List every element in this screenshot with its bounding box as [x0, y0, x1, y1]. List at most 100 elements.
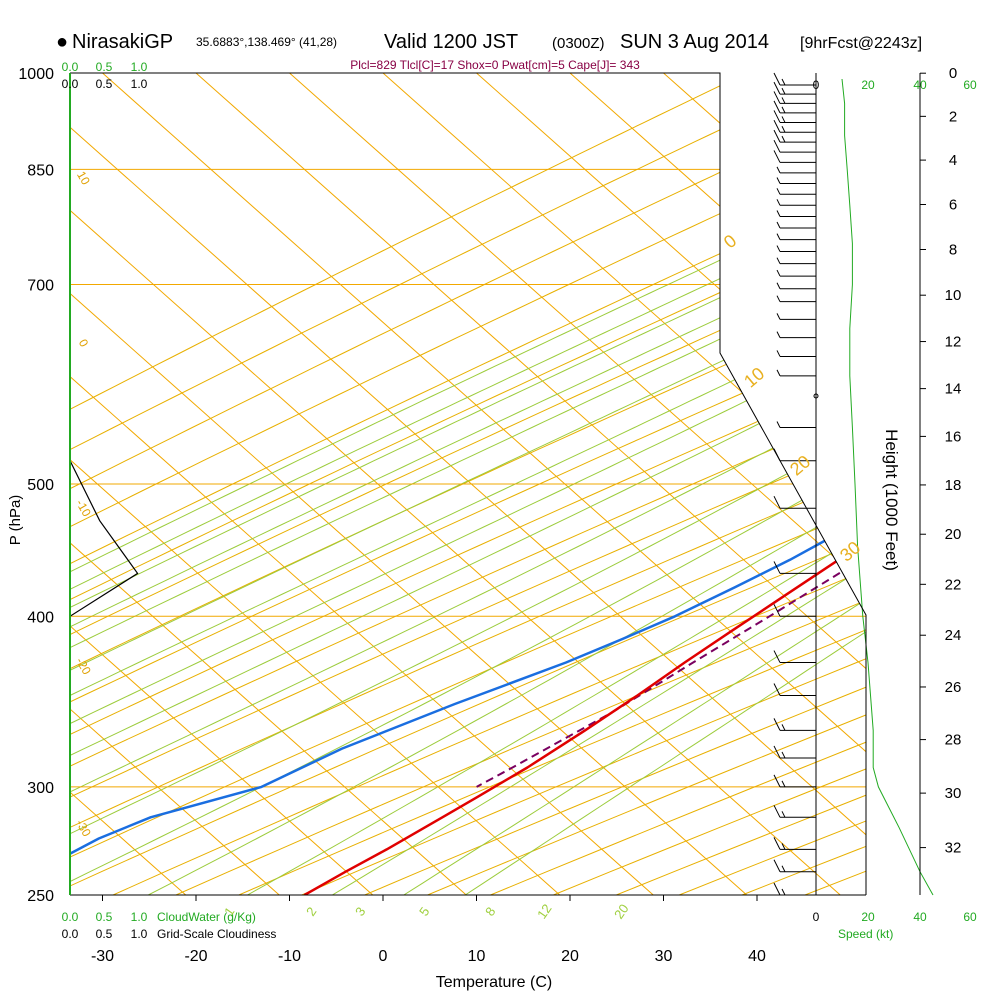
x-tick-label: 0	[379, 948, 388, 965]
mixing-ratio-line	[996, 73, 1000, 376]
speed-label: Speed (kt)	[838, 927, 893, 941]
cloudiness-scale-top-label: 1.0	[131, 77, 148, 91]
wind-barb	[774, 651, 816, 663]
x-tick-label: -20	[184, 948, 207, 965]
pressure-tick-label: 700	[27, 277, 54, 294]
wind-barb	[777, 211, 816, 217]
x-tick-label: 30	[655, 948, 673, 965]
wind-barb	[777, 270, 816, 276]
wind-barb	[777, 199, 816, 205]
wind-barb	[774, 496, 816, 508]
cloudwater-label: CloudWater (g/Kg)	[157, 910, 256, 924]
speed-tick-bottom: 0	[813, 910, 820, 924]
cloudiness-scale-top-label: 0.5	[96, 77, 113, 91]
wind-barb	[774, 860, 816, 872]
height-tick-label: 8	[949, 242, 957, 259]
height-tick-label: 12	[945, 334, 962, 351]
height-tick-label: 20	[945, 526, 962, 543]
cloudwater-scale-bottom-label: 1.0	[131, 910, 148, 924]
mixing-ratio-label: 2	[303, 904, 319, 919]
wind-barb	[774, 746, 816, 758]
wind-barb	[774, 73, 816, 85]
mixing-ratio-label: 3	[352, 904, 368, 919]
station-name: NirasakiGP	[72, 31, 173, 53]
height-tick-label: 10	[945, 287, 962, 304]
speed-tick-top: 60	[963, 78, 977, 92]
cloudiness-scale-top-label: 0.0	[62, 77, 79, 91]
wind-barb	[777, 332, 816, 338]
dry-adiabat	[931, 73, 1000, 895]
speed-tick-bottom: 20	[861, 910, 875, 924]
height-tick-label: 26	[945, 679, 962, 696]
moist-adiabat-label: 10	[74, 169, 93, 188]
height-tick-label: 22	[945, 576, 962, 593]
wind-barb	[774, 82, 816, 94]
moist-adiabat	[0, 73, 1000, 883]
speed-tick-bottom: 60	[963, 910, 977, 924]
isotherm-line	[851, 73, 1000, 895]
dry-adiabat-label: 30	[836, 537, 864, 565]
mixing-ratio-label: 12	[534, 901, 555, 921]
wind-barb	[777, 370, 816, 376]
height-tick-label: 30	[945, 785, 962, 802]
indices-line: Plcl=829 Tlcl[C]=17 Shox=0 Pwat[cm]=5 Ca…	[350, 58, 640, 72]
cloudiness-scale-bottom-label: 0.5	[96, 927, 113, 941]
height-tick-label: 14	[945, 381, 962, 398]
x-tick-label: 40	[748, 948, 766, 965]
profile-lines	[5, 69, 1000, 896]
mixing-ratio-line	[874, 73, 1000, 376]
speed-tick-bottom: 40	[913, 910, 927, 924]
cloudiness-label: Grid-Scale Cloudiness	[157, 927, 276, 941]
dry-adiabat-label: 10	[740, 363, 768, 391]
parcel-profile-line	[477, 184, 1000, 787]
dry-adiabat-label: 20	[786, 451, 814, 479]
speed-tick-top: 0	[813, 78, 820, 92]
wind-barb	[777, 246, 816, 252]
background-grid	[0, 73, 1000, 895]
pressure-tick-label: 850	[27, 162, 54, 179]
dry-adiabat	[805, 73, 1000, 895]
cloudiness-scale-bottom-label: 0.0	[62, 927, 79, 941]
wind-barb	[774, 718, 816, 730]
wind-barb	[777, 421, 816, 427]
pressure-tick-label: 1000	[18, 66, 54, 83]
wind-barb	[777, 222, 816, 228]
height-tick-label: 6	[949, 196, 957, 213]
height-axis-title: Height (1000 Feet)	[882, 429, 901, 571]
wind-barb	[777, 258, 816, 264]
height-tick-label: 24	[945, 627, 962, 644]
cloudwater-scale-top-label: 1.0	[131, 60, 148, 74]
wind-barb	[777, 234, 816, 240]
height-tick-label: 16	[945, 428, 962, 445]
mixing-ratio-line	[936, 73, 1000, 376]
wind-barb	[777, 177, 816, 183]
wind-barb	[774, 110, 816, 122]
valid-date: SUN 3 Aug 2014	[620, 31, 769, 53]
speed-tick-top: 20	[861, 78, 875, 92]
height-tick-label: 2	[949, 108, 957, 125]
height-tick-label: 4	[949, 152, 957, 169]
height-tick-label: 28	[945, 732, 962, 749]
wind-barb	[777, 313, 816, 319]
pressure-tick-label: 300	[27, 780, 54, 797]
wind-barb	[777, 283, 816, 289]
wind-barb	[777, 350, 816, 356]
cloudwater-scale-top-label: 0.5	[96, 60, 113, 74]
dry-adiabat	[994, 73, 1000, 895]
moist-adiabat	[0, 73, 1000, 758]
station-bullet: ●	[56, 31, 68, 53]
x-tick-label: -10	[278, 948, 301, 965]
mixing-ratio-label: 8	[482, 904, 498, 919]
mixing-ratio-line	[827, 73, 1000, 376]
wind-barb	[774, 805, 816, 817]
wind-barb	[774, 101, 816, 113]
dry-adiabat-label: 0	[720, 231, 741, 253]
y-axis-title: P (hPa)	[7, 495, 24, 546]
station-coords: 35.6883°,138.469° (41,28)	[196, 35, 337, 49]
pressure-tick-label: 400	[27, 609, 54, 626]
height-tick-label: 18	[945, 477, 962, 494]
cloudwater-scale-top-label: 0.0	[62, 60, 79, 74]
speed-tick-top: 40	[913, 78, 927, 92]
forecast-tag: [9hrFcst@2243z]	[800, 35, 922, 52]
